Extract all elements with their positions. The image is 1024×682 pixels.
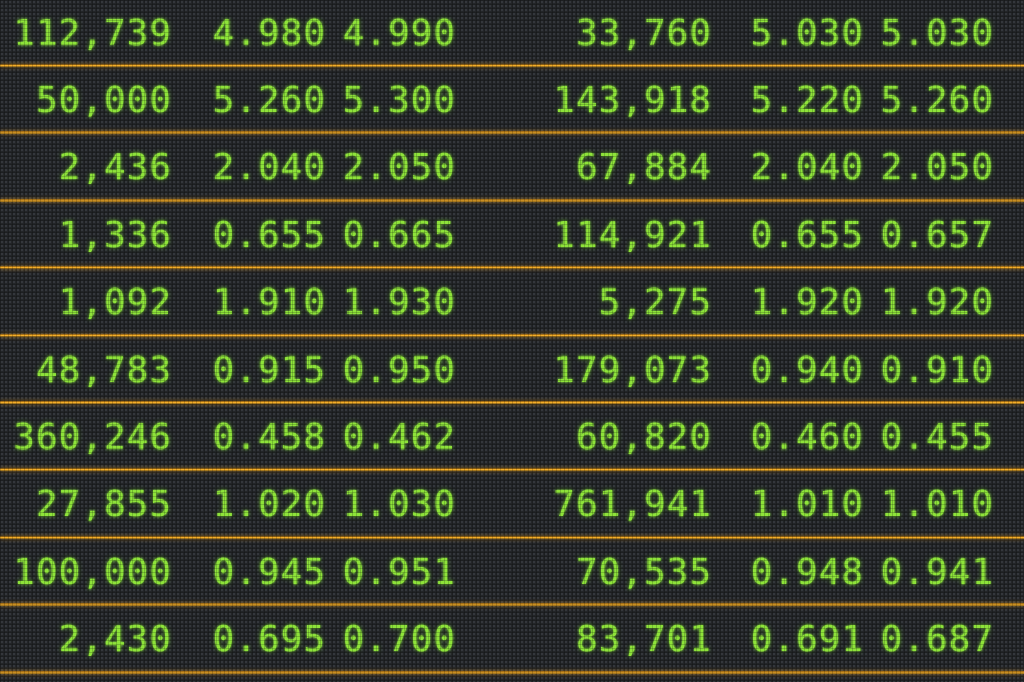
bid-price-cell: 0.458 [212, 417, 326, 458]
bid-price-cell: 5.260 [212, 80, 326, 121]
price-cell: 0.460 [750, 417, 864, 458]
row-divider [0, 266, 1024, 269]
ask-price-cell: 0.700 [342, 619, 456, 660]
row-divider [0, 468, 1024, 471]
price-cell: 5.030 [750, 13, 864, 54]
table-row: 1,336 0.655 0.665 114,921 0.655 0.657 [0, 202, 1024, 269]
price-cell: 0.910 [880, 350, 994, 391]
bid-price-cell: 0.655 [212, 215, 326, 256]
table-row: 112,739 4.980 4.990 33,760 5.030 5.030 [0, 0, 1024, 67]
bid-price-cell: 0.915 [212, 350, 326, 391]
price-cell: 5.260 [880, 80, 994, 121]
price-cell: 1.010 [750, 484, 864, 525]
volume-cell: 761,941 [553, 484, 712, 525]
price-cell: 1.920 [880, 282, 994, 323]
volume-cell: 83,701 [575, 619, 712, 660]
ask-price-cell: 1.030 [342, 484, 456, 525]
bid-price-cell: 2.040 [212, 147, 326, 188]
volume-cell: 143,918 [553, 80, 712, 121]
volume-cell: 2,430 [58, 619, 172, 660]
price-cell: 0.941 [880, 552, 994, 593]
row-divider [0, 64, 1024, 67]
volume-cell: 27,855 [35, 484, 172, 525]
bid-price-cell: 1.910 [212, 282, 326, 323]
price-cell: 0.948 [750, 552, 864, 593]
price-cell: 2.040 [750, 147, 864, 188]
table-row: 50,000 5.260 5.300 143,918 5.220 5.260 [0, 67, 1024, 134]
ask-price-cell: 4.990 [342, 13, 456, 54]
volume-cell: 60,820 [575, 417, 712, 458]
table-row: 2,436 2.040 2.050 67,884 2.040 2.050 [0, 134, 1024, 201]
row-divider [0, 401, 1024, 404]
price-cell: 1.010 [880, 484, 994, 525]
row-divider [0, 199, 1024, 202]
volume-cell: 100,000 [13, 552, 172, 593]
volume-cell: 2,436 [58, 147, 172, 188]
volume-cell: 114,921 [553, 215, 712, 256]
price-cell: 0.687 [880, 619, 994, 660]
bid-price-cell: 4.980 [212, 13, 326, 54]
price-cell: 0.691 [750, 619, 864, 660]
table-row: 360,246 0.458 0.462 60,820 0.460 0.455 [0, 404, 1024, 471]
ask-price-cell: 1.930 [342, 282, 456, 323]
bid-price-cell: 1.020 [212, 484, 326, 525]
bid-price-cell: 0.695 [212, 619, 326, 660]
table-row: 100,000 0.945 0.951 70,535 0.948 0.941 [0, 539, 1024, 606]
row-divider [0, 671, 1024, 674]
table-row: 1,092 1.910 1.930 5,275 1.920 1.920 [0, 269, 1024, 336]
volume-cell: 48,783 [35, 350, 172, 391]
price-cell: 5.030 [880, 13, 994, 54]
price-cell: 5.220 [750, 80, 864, 121]
row-divider [0, 603, 1024, 606]
price-cell: 0.655 [750, 215, 864, 256]
volume-cell: 1,092 [58, 282, 172, 323]
table-row: 27,855 1.020 1.030 761,941 1.010 1.010 [0, 471, 1024, 538]
row-divider [0, 131, 1024, 134]
volume-cell: 67,884 [575, 147, 712, 188]
price-cell: 1.920 [750, 282, 864, 323]
volume-cell: 112,739 [13, 13, 172, 54]
volume-cell: 5,275 [598, 282, 712, 323]
ask-price-cell: 0.462 [342, 417, 456, 458]
volume-cell: 360,246 [13, 417, 172, 458]
ask-price-cell: 0.950 [342, 350, 456, 391]
volume-cell: 1,336 [58, 215, 172, 256]
volume-cell: 70,535 [575, 552, 712, 593]
price-cell: 0.657 [880, 215, 994, 256]
price-cell: 2.050 [880, 147, 994, 188]
ask-price-cell: 0.951 [342, 552, 456, 593]
ask-price-cell: 0.665 [342, 215, 456, 256]
ask-price-cell: 5.300 [342, 80, 456, 121]
volume-cell: 179,073 [553, 350, 712, 391]
ask-price-cell: 2.050 [342, 147, 456, 188]
table-row: 2,430 0.695 0.700 83,701 0.691 0.687 [0, 606, 1024, 673]
price-cell: 0.940 [750, 350, 864, 391]
price-cell: 0.455 [880, 417, 994, 458]
volume-cell: 50,000 [35, 80, 172, 121]
bid-price-cell: 0.945 [212, 552, 326, 593]
row-divider [0, 334, 1024, 337]
row-divider [0, 536, 1024, 539]
volume-cell: 33,760 [575, 13, 712, 54]
table-row: 48,783 0.915 0.950 179,073 0.940 0.910 [0, 337, 1024, 404]
